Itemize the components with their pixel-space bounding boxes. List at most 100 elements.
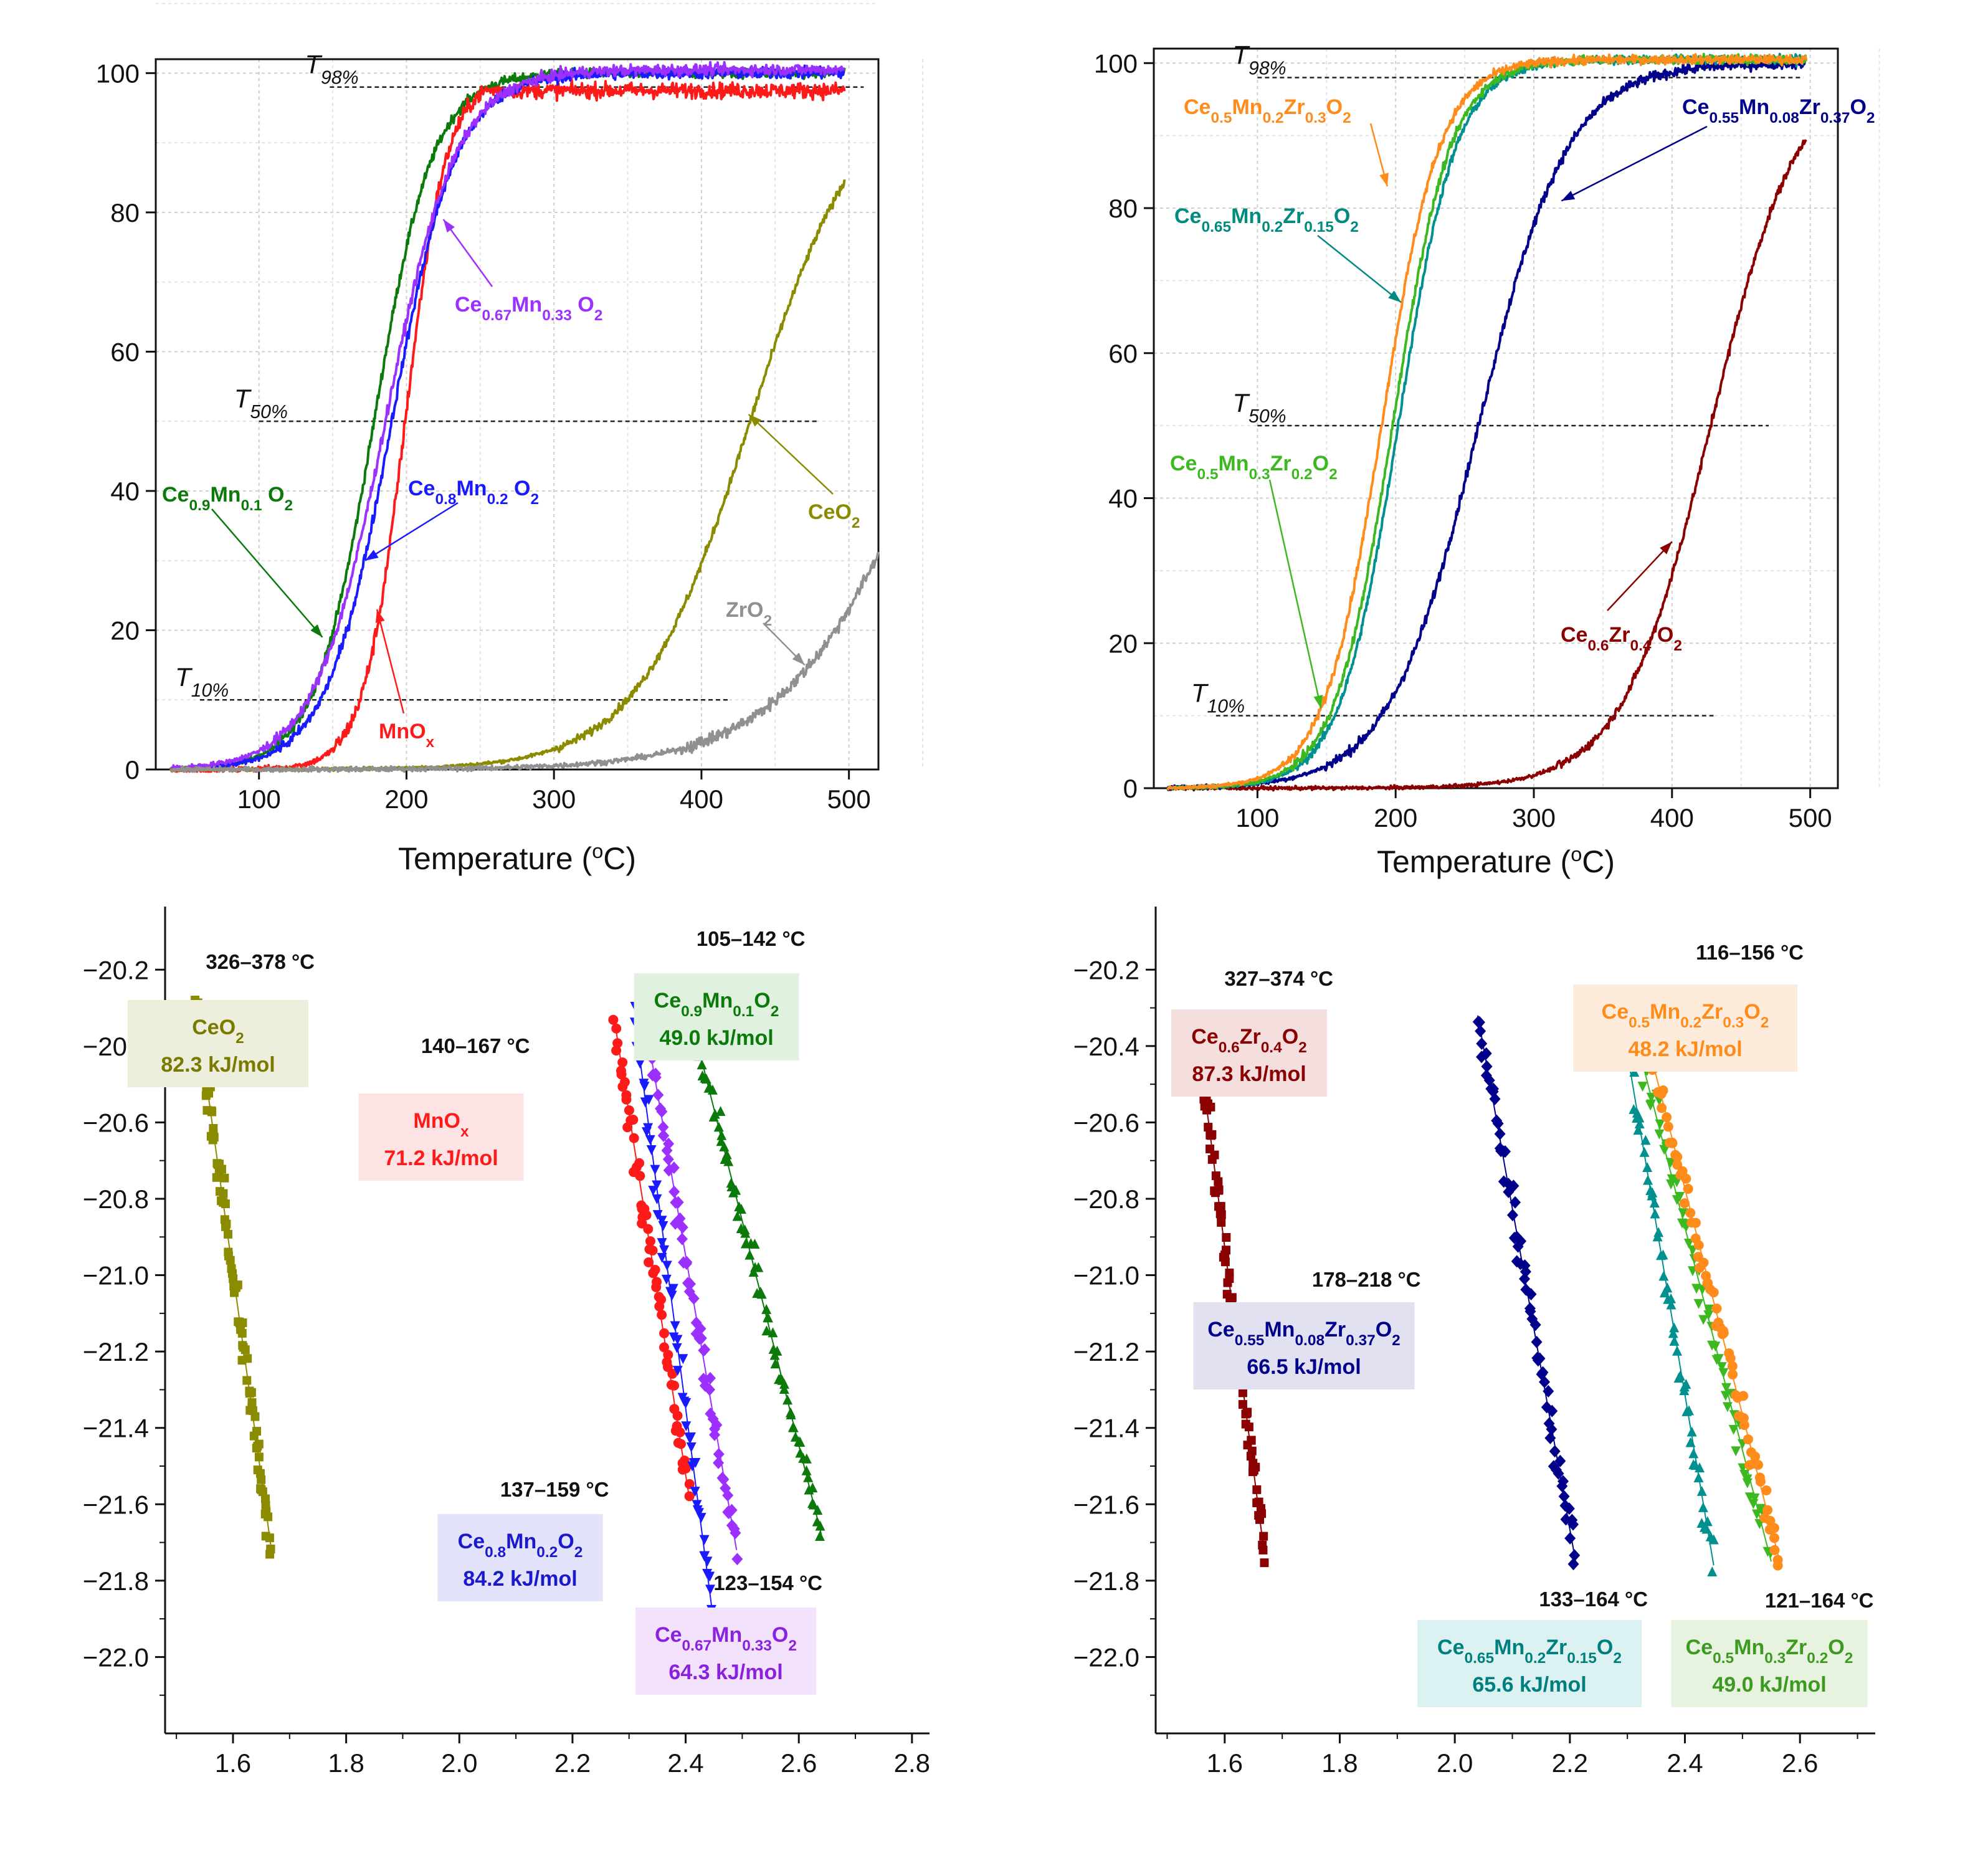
data-point bbox=[705, 1584, 715, 1595]
x-tick-label: 2.2 bbox=[1552, 1748, 1588, 1778]
data-point bbox=[1642, 1162, 1653, 1173]
data-point bbox=[730, 1527, 741, 1540]
data-point bbox=[684, 1491, 695, 1502]
data-point bbox=[1227, 1293, 1237, 1302]
data-point bbox=[634, 1158, 645, 1168]
reference-label-98%: T98% bbox=[1232, 40, 1286, 79]
data-point bbox=[795, 1436, 806, 1447]
activation-energy-label: 84.2 kJ/mol bbox=[463, 1567, 577, 1591]
y-tick-label: −20.6 bbox=[1073, 1108, 1139, 1137]
data-point bbox=[657, 1121, 669, 1134]
data-point bbox=[731, 1553, 743, 1566]
data-point bbox=[648, 1268, 659, 1279]
data-point bbox=[1685, 1437, 1696, 1447]
data-point bbox=[1241, 1419, 1250, 1429]
data-point bbox=[1508, 1179, 1520, 1193]
data-point bbox=[676, 1232, 688, 1246]
x-tick-label: 300 bbox=[532, 784, 576, 814]
data-point bbox=[736, 1203, 747, 1214]
series-label: Ce0.67Mn0.33 O2 bbox=[455, 293, 602, 324]
data-point bbox=[1696, 1485, 1707, 1496]
y-tick-label: 100 bbox=[96, 59, 140, 88]
data-point bbox=[667, 1368, 678, 1379]
data-point bbox=[645, 1135, 655, 1145]
label-arrow-head bbox=[748, 414, 761, 427]
annotation-box bbox=[1573, 984, 1797, 1072]
data-point bbox=[1678, 1208, 1688, 1219]
series-line-Ce0.67Mn0.33O2 bbox=[169, 60, 845, 771]
data-point bbox=[1634, 1118, 1645, 1129]
data-point bbox=[641, 1210, 652, 1221]
data-point bbox=[635, 1059, 645, 1069]
data-point bbox=[1748, 1499, 1759, 1510]
activation-energy-label: 65.6 kJ/mol bbox=[1472, 1673, 1586, 1697]
data-point bbox=[801, 1465, 812, 1475]
data-point bbox=[247, 1388, 256, 1397]
data-point bbox=[657, 1252, 667, 1263]
data-point bbox=[1686, 1426, 1697, 1437]
data-point bbox=[1557, 1475, 1569, 1488]
data-point bbox=[222, 1219, 231, 1229]
panel-3: 1.6 1.8 2.0 2.2 2.4 2.6 −22.0 −21.8 −21.6 −21.4 −2… bbox=[1073, 907, 1875, 1778]
label-arrow-line bbox=[211, 508, 323, 638]
series-label: Ce0.65Mn0.2Zr0.15O2 bbox=[1174, 204, 1359, 236]
data-point bbox=[761, 1325, 772, 1336]
data-point bbox=[1708, 1534, 1719, 1545]
data-point bbox=[719, 1141, 730, 1151]
x-tick-label: 1.8 bbox=[1321, 1748, 1358, 1778]
data-point bbox=[740, 1227, 751, 1238]
data-point bbox=[1203, 1099, 1212, 1108]
data-point bbox=[675, 1439, 686, 1449]
temperature-range-label: 123–154 °C bbox=[713, 1571, 822, 1594]
data-point bbox=[1667, 1174, 1677, 1184]
data-point bbox=[1480, 1047, 1492, 1060]
annotation-formula: Ce0.6Zr0.4O2 bbox=[1191, 1025, 1307, 1056]
y-tick-label: −21.0 bbox=[1073, 1261, 1139, 1290]
y-tick-label: −21.0 bbox=[83, 1261, 149, 1290]
data-point bbox=[1216, 1202, 1225, 1211]
data-point bbox=[1667, 1138, 1678, 1148]
data-point bbox=[695, 1322, 706, 1335]
data-point bbox=[808, 1499, 819, 1510]
data-point bbox=[668, 1161, 680, 1174]
annotation-box bbox=[1171, 1009, 1327, 1097]
data-point bbox=[1650, 1208, 1660, 1219]
data-point bbox=[617, 1057, 628, 1068]
data-point bbox=[1718, 1368, 1729, 1378]
label-arrow-head bbox=[443, 219, 455, 233]
data-point bbox=[667, 1290, 677, 1301]
data-point bbox=[669, 1380, 680, 1391]
reference-label-50%: T50% bbox=[1232, 388, 1286, 427]
data-point bbox=[1653, 1227, 1664, 1237]
data-point bbox=[721, 1149, 732, 1160]
temperature-range-label: 178–218 °C bbox=[1312, 1268, 1421, 1291]
data-point bbox=[1703, 1310, 1714, 1321]
data-point bbox=[701, 1074, 711, 1084]
data-point bbox=[1762, 1505, 1773, 1515]
data-point bbox=[768, 1327, 778, 1338]
data-point bbox=[1210, 1150, 1219, 1160]
data-point bbox=[209, 1124, 218, 1133]
data-point bbox=[770, 1358, 781, 1369]
data-point bbox=[1672, 1151, 1683, 1162]
annotation-formula: Ce0.55Mn0.08Zr0.37O2 bbox=[1207, 1318, 1401, 1349]
y-tick-label: −22.0 bbox=[83, 1642, 149, 1672]
data-point bbox=[656, 1105, 668, 1118]
label-arrow-line bbox=[1268, 479, 1322, 709]
data-point bbox=[1769, 1523, 1779, 1533]
y-tick-label: −20.2 bbox=[83, 955, 149, 984]
data-point bbox=[639, 1079, 649, 1089]
data-point bbox=[1643, 1174, 1653, 1185]
data-point bbox=[801, 1453, 812, 1464]
data-point bbox=[1259, 1532, 1268, 1541]
series-label: Ce0.6Zr0.4 O2 bbox=[1561, 623, 1682, 654]
data-point bbox=[1698, 1257, 1709, 1268]
series-line-Ce0.6Zr0.4O2 bbox=[1166, 139, 1807, 792]
y-tick-label: −20.2 bbox=[1073, 955, 1139, 984]
data-point bbox=[254, 1452, 264, 1462]
data-point bbox=[1214, 1186, 1224, 1195]
data-point bbox=[1722, 1402, 1733, 1413]
data-point bbox=[1519, 1272, 1531, 1285]
data-point bbox=[1751, 1509, 1762, 1520]
data-point bbox=[1728, 1369, 1738, 1379]
